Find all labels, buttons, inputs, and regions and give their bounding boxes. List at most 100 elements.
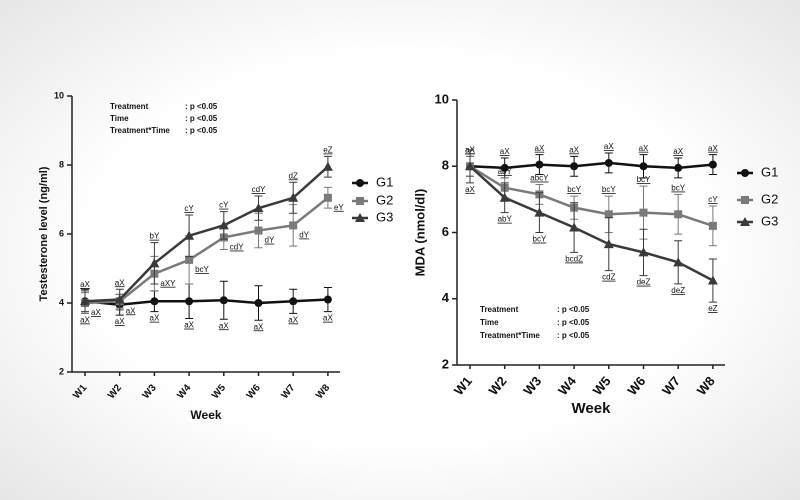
point: [639, 208, 648, 217]
group-letter: aX: [465, 185, 475, 194]
y-axis-title: Testesterone level (ng/ml): [38, 166, 50, 301]
group-letter: dZ: [289, 171, 298, 180]
group-letter: aX: [91, 308, 101, 317]
group-letter: dY: [265, 236, 275, 245]
series-line: [84, 196, 329, 305]
y-tick-label: 2: [442, 356, 449, 371]
point: [323, 295, 332, 304]
group-letter: aX: [604, 142, 614, 151]
point: [674, 210, 683, 219]
point: [465, 161, 475, 171]
group-letter: dY: [299, 230, 309, 239]
y-axis-title: MDA (nmol/dl): [412, 189, 427, 277]
stat-label: Treatment*Time: [480, 331, 540, 340]
x-tick-label: W4: [175, 382, 193, 401]
legend-marker: [741, 169, 749, 177]
point: [323, 193, 332, 202]
stat-value: : p <0.05: [185, 114, 218, 123]
point: [673, 257, 684, 267]
x-tick-label: W8: [314, 382, 332, 401]
point: [150, 297, 159, 306]
legend-label: G2: [376, 192, 393, 207]
group-letter: aX: [323, 314, 333, 323]
point: [114, 294, 125, 304]
legend-marker: [355, 213, 365, 222]
group-letter: cY: [184, 204, 194, 213]
y-tick-label: 6: [442, 224, 449, 239]
group-letter: abY: [498, 215, 513, 224]
group-letter: aX: [115, 278, 125, 287]
point: [289, 221, 298, 230]
group-letter: eZ: [708, 304, 717, 313]
point: [185, 255, 194, 264]
group-letter: aX: [535, 144, 545, 153]
group-letter: aX: [288, 315, 298, 324]
stat-value: : p <0.05: [185, 126, 218, 135]
group-letter: bcY: [567, 185, 581, 194]
point: [708, 160, 717, 169]
stat-label: Treatment: [110, 102, 149, 111]
group-letter: cY: [219, 201, 229, 210]
legend-marker: [740, 217, 750, 226]
point: [708, 221, 717, 230]
point: [218, 220, 229, 230]
stat-label: Time: [110, 114, 129, 123]
x-tick-label: W2: [486, 373, 510, 398]
group-letter: aX: [126, 306, 136, 315]
group-letter: aX: [219, 321, 229, 330]
group-letter: bcY: [637, 175, 651, 184]
point: [500, 163, 509, 172]
group-letter: aX: [254, 322, 264, 331]
series-line: [84, 165, 329, 303]
stat-label: Time: [480, 318, 499, 327]
group-letter: bcdZ: [565, 254, 583, 263]
point: [184, 230, 195, 240]
group-letter: aX: [708, 144, 718, 153]
legend-marker: [741, 196, 749, 204]
legend-label: G3: [761, 213, 778, 228]
x-tick-label: W1: [71, 382, 89, 401]
legend-marker: [356, 179, 364, 187]
y-tick-label: 4: [442, 290, 450, 305]
x-tick-label: W3: [141, 382, 159, 401]
legend-marker: [356, 197, 364, 205]
group-letter: cdY: [252, 185, 266, 194]
point: [322, 161, 333, 171]
point: [638, 247, 649, 257]
x-tick-label: W5: [590, 373, 614, 398]
group-letter: aX: [80, 280, 90, 289]
point: [534, 207, 545, 217]
x-tick-label: W6: [245, 382, 263, 401]
group-letter: deZ: [671, 286, 685, 295]
group-letter: deZ: [637, 278, 651, 287]
group-letter: eY: [334, 203, 344, 212]
series-line: [469, 165, 714, 282]
point: [674, 163, 683, 172]
x-tick-label: W8: [694, 373, 718, 398]
point: [569, 222, 580, 232]
point: [499, 192, 510, 202]
series-line: [84, 298, 328, 306]
y-tick-label: 6: [59, 228, 64, 238]
legend-label: G2: [761, 191, 778, 206]
group-letter: aX: [80, 315, 90, 324]
group-letter: abY: [498, 167, 513, 176]
group-letter: aXY: [160, 279, 176, 288]
x-tick-label: W4: [555, 373, 580, 398]
group-letter: bcY: [195, 265, 209, 274]
point: [289, 297, 298, 306]
group-letter: aX: [569, 145, 579, 154]
y-tick-label: 4: [59, 297, 64, 307]
x-tick-label: W7: [279, 382, 297, 401]
y-tick-label: 10: [435, 91, 449, 106]
y-tick-label: 2: [59, 366, 64, 376]
point: [254, 226, 263, 235]
point: [149, 258, 160, 268]
group-letter: eZ: [323, 145, 332, 154]
legend-label: G1: [376, 174, 393, 189]
group-letter: cdZ: [602, 273, 615, 282]
group-letter: aX: [150, 314, 160, 323]
point: [604, 158, 613, 167]
point: [535, 160, 544, 169]
